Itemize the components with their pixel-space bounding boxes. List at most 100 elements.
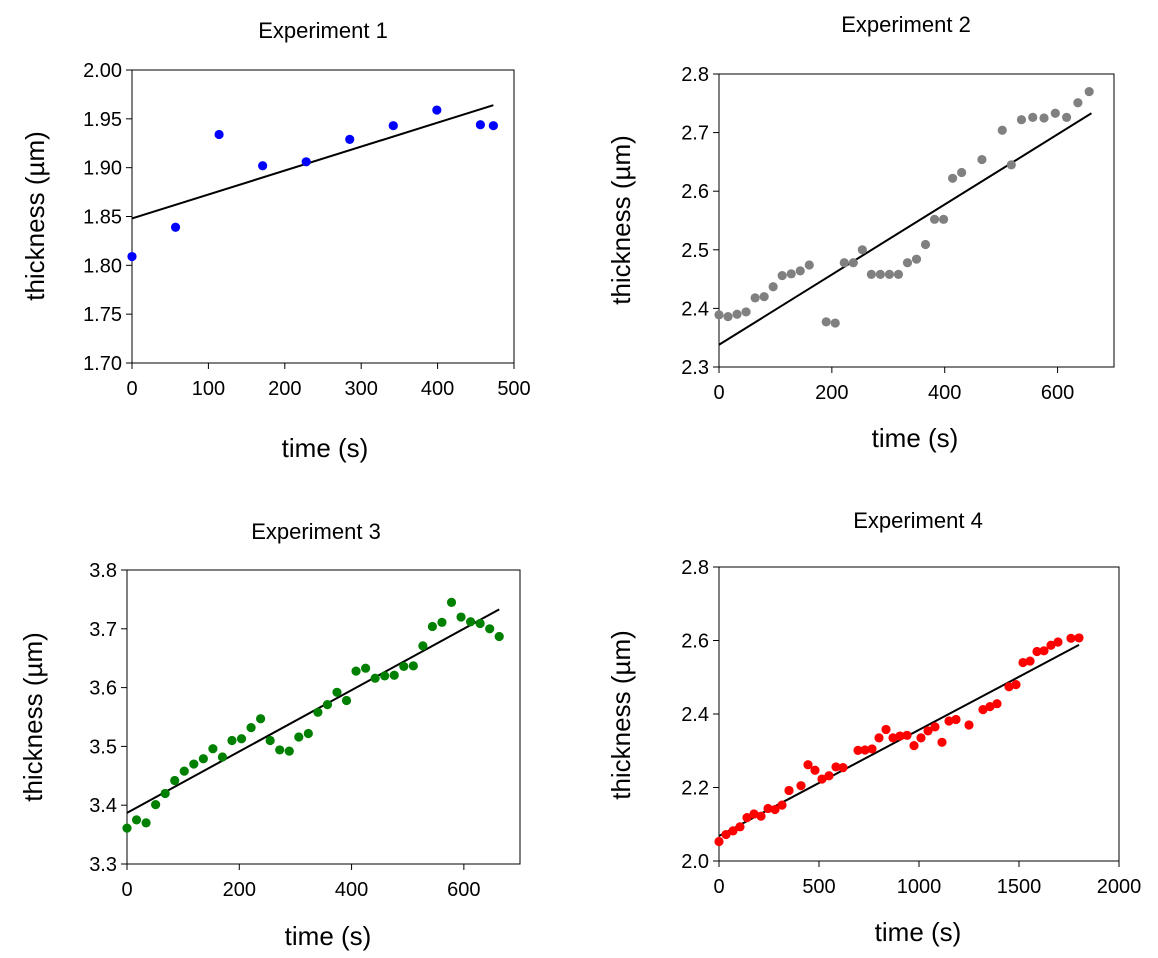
data-point (929, 214, 940, 224)
data-point (432, 105, 442, 115)
data-point (916, 733, 926, 743)
y-tick-label: 2.3 (681, 357, 709, 379)
data-point (322, 700, 333, 710)
data-point (742, 813, 752, 823)
data-point (893, 269, 904, 280)
y-axis-label: thickness (µm) (606, 135, 636, 305)
x-tick-label: 600 (1041, 382, 1074, 404)
data-point (777, 270, 787, 281)
data-point (937, 737, 947, 747)
data-point (418, 641, 428, 651)
data-point (294, 732, 304, 742)
data-point (786, 269, 796, 279)
y-tick-label: 1.80 (83, 255, 122, 277)
data-point (284, 746, 294, 756)
y-axis-label: thickness (µm) (606, 630, 636, 800)
y-tick-label: 3.5 (89, 736, 117, 758)
data-point (817, 774, 827, 784)
y-tick-label: 3.8 (89, 560, 117, 582)
chart-title: Experiment 3 (251, 519, 381, 544)
data-point (867, 744, 877, 754)
y-tick-label: 1.90 (83, 158, 122, 180)
data-point (437, 617, 447, 627)
data-point (853, 745, 863, 755)
chart-title: Experiment 1 (258, 18, 388, 43)
data-point (227, 735, 237, 746)
x-tick-label: 2000 (1097, 876, 1142, 898)
data-point (902, 258, 913, 268)
data-point (332, 687, 342, 697)
data-point (875, 269, 885, 280)
data-point (141, 818, 151, 828)
y-tick-label: 2.8 (681, 557, 709, 579)
data-point (488, 121, 498, 131)
data-point (198, 754, 208, 764)
data-point (824, 771, 834, 781)
data-point (948, 173, 958, 183)
data-point (923, 726, 933, 736)
data-point (770, 804, 780, 815)
x-tick-label: 400 (928, 382, 961, 404)
y-tick-label: 2.6 (681, 181, 709, 203)
data-point (389, 670, 399, 680)
data-point (208, 744, 218, 754)
y-tick-label: 2.5 (681, 240, 709, 262)
y-tick-label: 2.7 (681, 123, 709, 145)
data-point (957, 167, 967, 178)
plot-area (718, 566, 1120, 862)
data-point (732, 309, 742, 319)
data-point (494, 631, 504, 642)
y-tick-label: 2.4 (681, 298, 709, 320)
x-axis-label: time (s) (875, 917, 962, 947)
data-point (1039, 646, 1049, 656)
data-point (380, 671, 390, 681)
data-point (714, 836, 724, 847)
data-point (1016, 115, 1027, 125)
x-tick-label: 500 (497, 378, 530, 400)
data-point (265, 735, 275, 746)
data-point (756, 811, 766, 821)
x-tick-label: 100 (192, 378, 225, 400)
y-tick-label: 3.6 (89, 678, 117, 700)
data-point (895, 731, 905, 741)
data-point (839, 258, 849, 268)
data-point (810, 765, 820, 775)
data-point (848, 258, 858, 268)
data-point (399, 661, 409, 672)
data-point (920, 239, 931, 250)
data-point (857, 245, 867, 255)
data-point (1046, 640, 1056, 650)
data-point (830, 318, 840, 328)
data-point (1039, 113, 1049, 123)
x-tick-label: 0 (713, 382, 724, 404)
x-tick-label: 600 (447, 879, 480, 901)
data-point (446, 597, 457, 607)
data-point (735, 822, 745, 832)
data-point (860, 745, 870, 755)
data-point (992, 699, 1002, 709)
data-point (759, 292, 769, 302)
x-tick-label: 0 (121, 879, 132, 901)
data-point (985, 702, 995, 712)
data-point (456, 612, 466, 622)
data-point (763, 803, 773, 814)
x-tick-label: 400 (421, 378, 454, 400)
data-point (1025, 656, 1035, 666)
data-point (866, 269, 876, 280)
x-tick-label: 200 (268, 378, 301, 400)
data-point (804, 260, 814, 270)
data-point (345, 134, 355, 144)
fit-line (126, 608, 500, 814)
y-tick-label: 1.85 (83, 207, 122, 229)
data-point (831, 762, 841, 772)
fit-line (131, 104, 494, 220)
data-point (475, 618, 485, 629)
data-point (1028, 112, 1038, 122)
x-tick-label: 200 (815, 382, 848, 404)
data-point (179, 766, 189, 776)
data-point (977, 154, 987, 165)
chart-panel-2: Experiment 2 0 200 400 600 2.3 2.4 2.5 2.6 2.7 2… (606, 12, 1115, 453)
data-point (214, 129, 224, 140)
data-point (803, 760, 813, 770)
